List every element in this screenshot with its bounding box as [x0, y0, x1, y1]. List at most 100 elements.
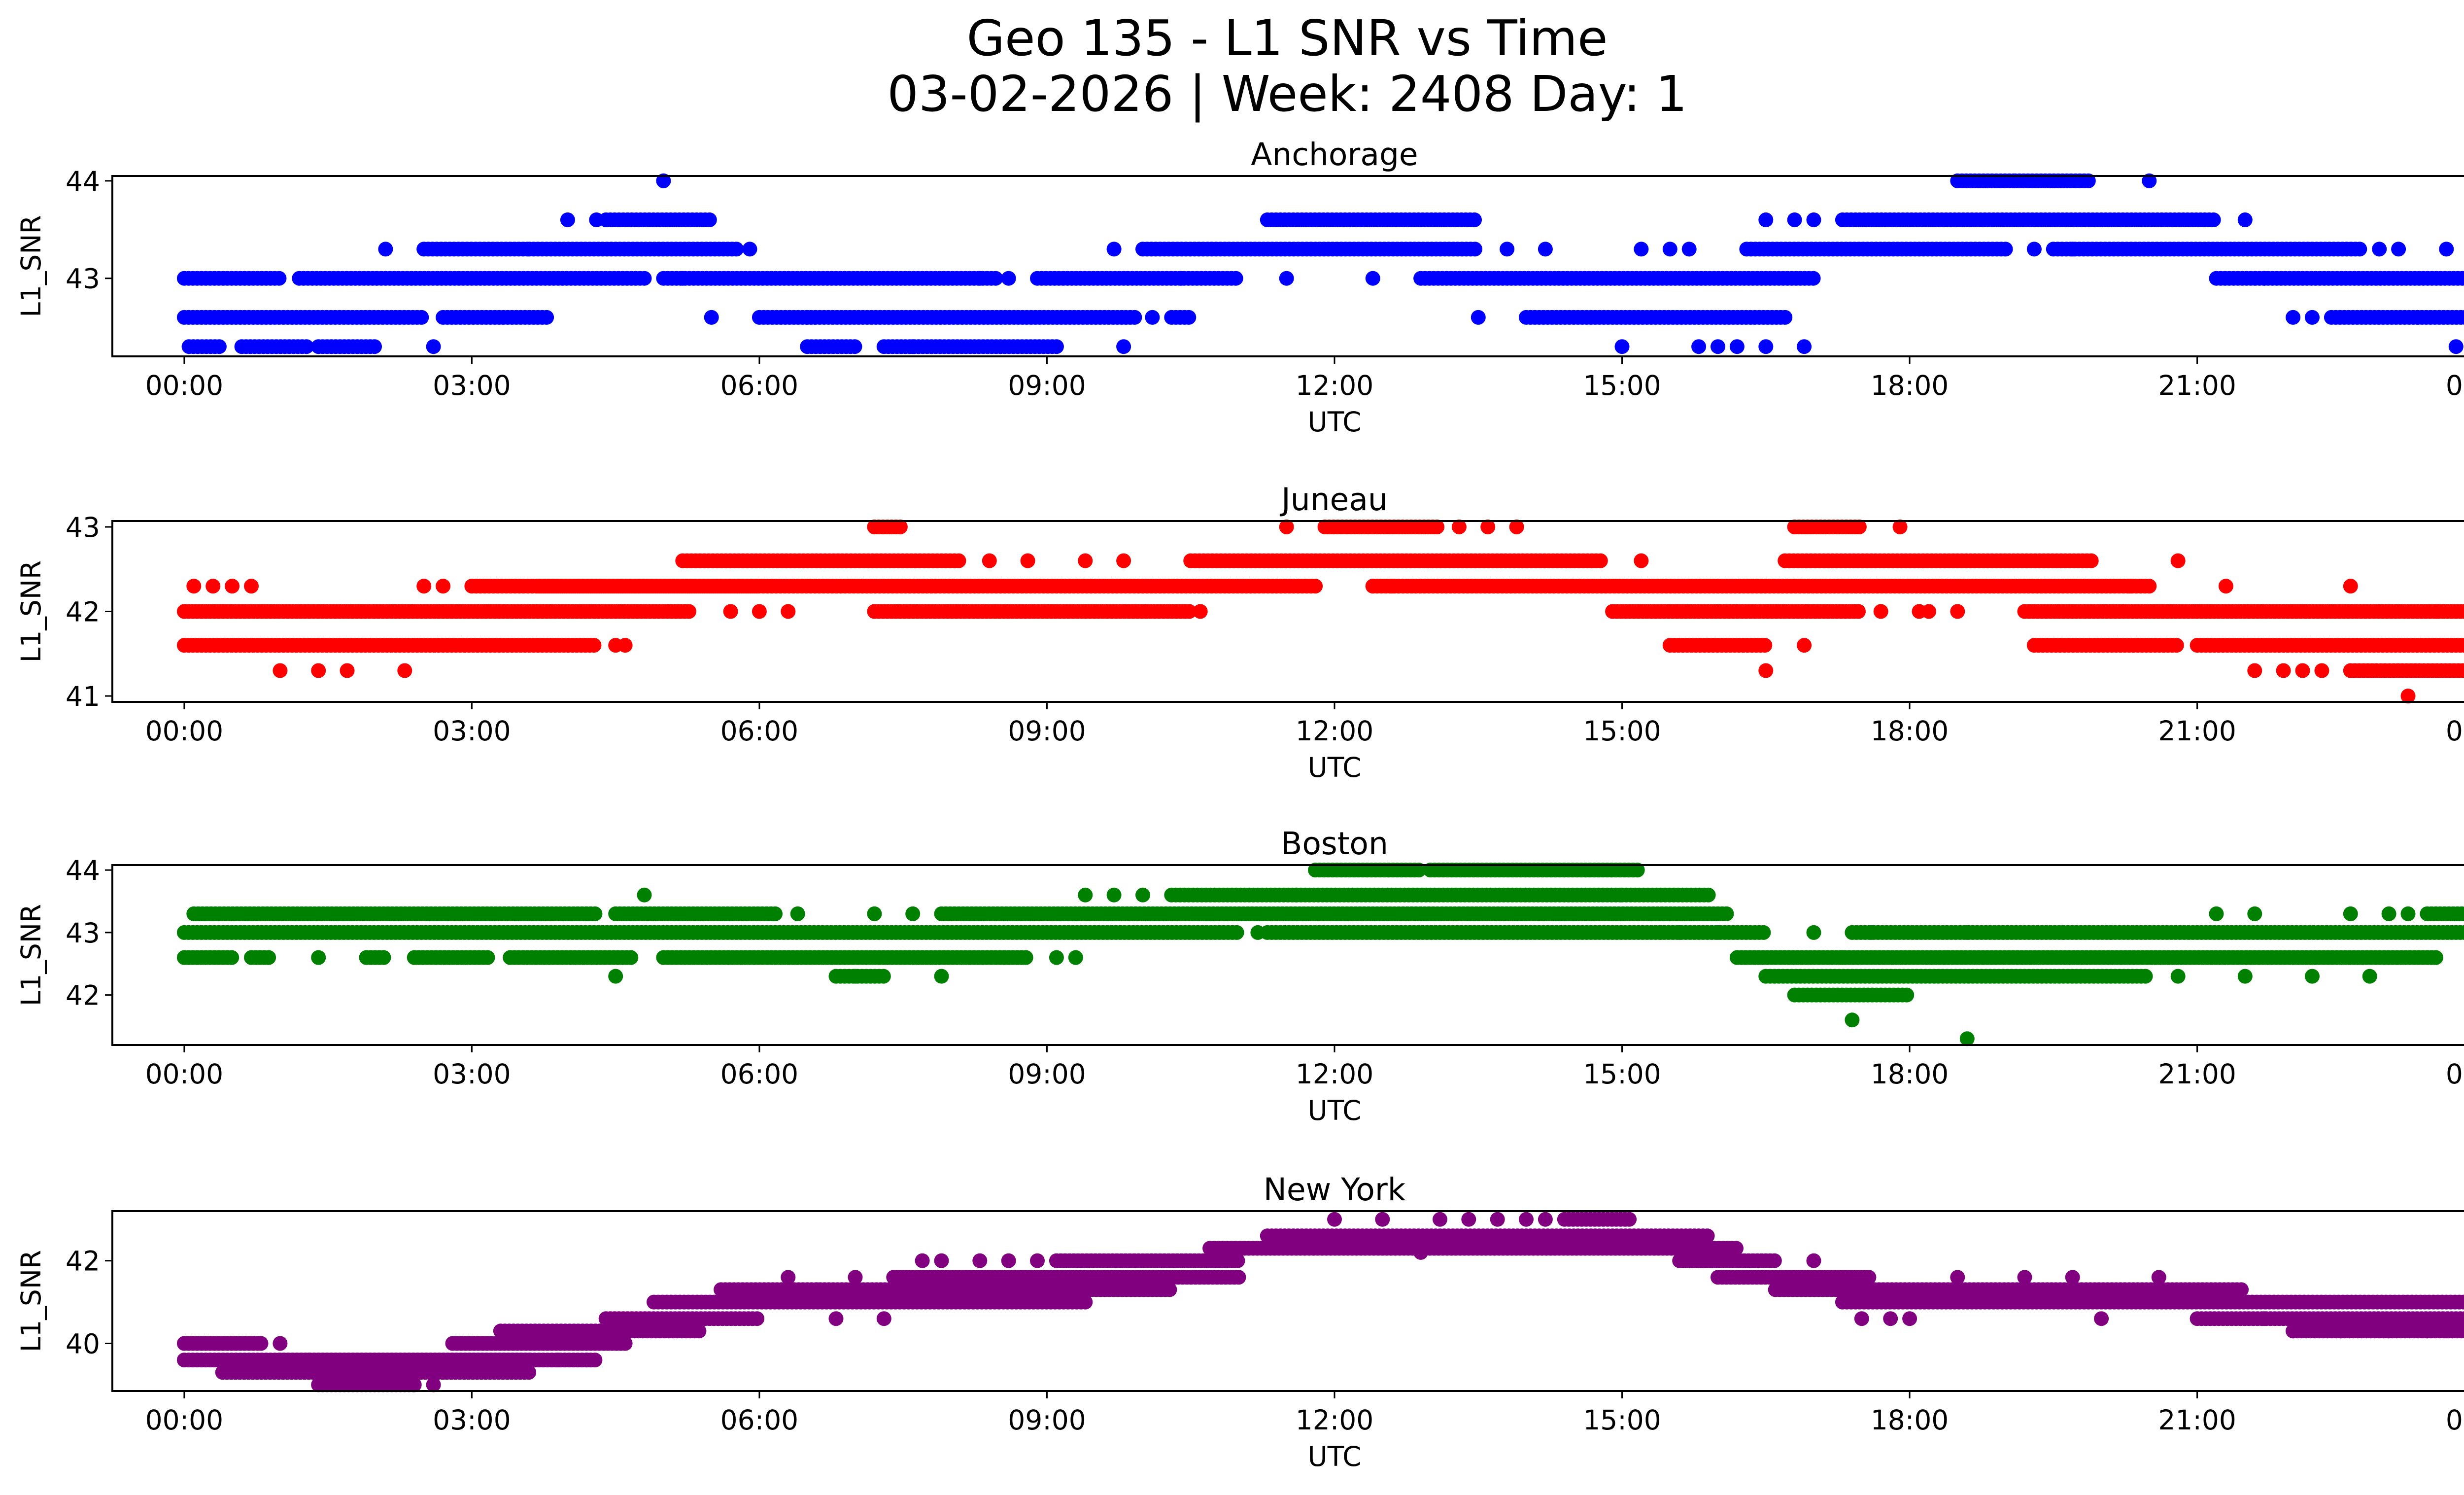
- subplot-title: Anchorage: [1251, 137, 1418, 173]
- data-point: [2122, 579, 2138, 594]
- data-point: [2314, 663, 2329, 678]
- data-point: [205, 579, 221, 594]
- data-point: [1672, 925, 1687, 940]
- x-axis-label: UTC: [1307, 406, 1361, 438]
- data-point: [1430, 520, 1445, 534]
- x-tick-label: 21:00: [2158, 715, 2236, 747]
- data-point: [436, 579, 451, 594]
- data-point: [426, 339, 441, 354]
- data-point: [2081, 173, 2096, 188]
- y-tick-label: 43: [66, 263, 100, 295]
- data-point: [244, 579, 259, 594]
- data-point: [2237, 212, 2253, 227]
- data-point: [1411, 863, 1427, 878]
- data-point: [2343, 579, 2358, 594]
- data-point: [1365, 271, 1380, 286]
- data-point: [560, 212, 575, 227]
- data-point: [1049, 950, 1064, 965]
- y-tick-label: 42: [66, 596, 100, 628]
- data-point: [1182, 604, 1197, 619]
- data-point: [1959, 1031, 1975, 1046]
- data-point: [1020, 553, 1035, 568]
- data-point: [867, 906, 882, 921]
- data-point: [617, 1336, 633, 1351]
- x-tick-label: 06:00: [720, 1058, 799, 1090]
- data-point: [2410, 310, 2425, 325]
- x-tick-label: 00:00: [145, 1058, 224, 1090]
- data-point: [637, 887, 652, 903]
- data-point: [299, 339, 314, 354]
- data-point: [1851, 604, 1866, 619]
- data-point: [691, 1323, 707, 1339]
- data-point: [1729, 339, 1745, 354]
- data-point: [2400, 689, 2416, 703]
- data-point: [2457, 1311, 2464, 1326]
- x-axis-label: UTC: [1307, 752, 1361, 783]
- x-tick-label: 06:00: [720, 370, 799, 401]
- data-point: [1078, 887, 1093, 903]
- data-point: [2439, 242, 2454, 257]
- data-point: [2459, 906, 2464, 921]
- data-point: [2305, 969, 2320, 984]
- data-point: [2084, 553, 2099, 568]
- data-points: [176, 863, 2464, 1046]
- data-point: [480, 950, 495, 965]
- data-point: [723, 604, 738, 619]
- data-point: [2352, 242, 2367, 257]
- data-point: [2142, 173, 2157, 188]
- data-points: [176, 1212, 2464, 1392]
- data-point: [2218, 579, 2233, 594]
- data-point: [2448, 339, 2464, 354]
- data-points: [176, 173, 2464, 354]
- data-point: [1116, 339, 1131, 354]
- data-point: [752, 604, 767, 619]
- data-point: [1538, 242, 1553, 257]
- data-point: [2286, 310, 2301, 325]
- data-point: [656, 173, 671, 188]
- data-point: [1049, 339, 1064, 354]
- data-point: [982, 553, 997, 568]
- data-point: [521, 1365, 537, 1380]
- data-point: [2026, 242, 2042, 257]
- data-point: [2457, 925, 2464, 940]
- x-tick-label: 00:00: [2446, 370, 2464, 401]
- data-point: [414, 310, 429, 325]
- data-point: [1998, 242, 2013, 257]
- data-point: [1797, 339, 1812, 354]
- data-point: [1806, 925, 1821, 940]
- x-tick-label: 06:00: [720, 715, 799, 747]
- data-point: [905, 906, 921, 921]
- data-point: [623, 950, 639, 965]
- data-point: [2459, 271, 2464, 285]
- x-tick-label: 09:00: [1008, 1058, 1086, 1090]
- data-point: [1864, 925, 1879, 940]
- data-point: [1653, 925, 1668, 940]
- x-tick-label: 15:00: [1583, 715, 1661, 747]
- data-point: [702, 212, 717, 227]
- data-point: [1228, 271, 1243, 286]
- data-point: [367, 339, 382, 354]
- subplot-title: New York: [1264, 1172, 1406, 1208]
- data-point: [1250, 925, 1266, 940]
- y-tick-label: 43: [66, 512, 100, 543]
- data-point: [2462, 312, 2464, 323]
- x-tick-label: 12:00: [1296, 715, 1374, 747]
- data-point: [2247, 663, 2262, 678]
- data-point: [1467, 212, 1482, 227]
- data-point: [1701, 887, 1716, 903]
- x-tick-label: 15:00: [1583, 1058, 1661, 1090]
- x-tick-label: 21:00: [2158, 1058, 2236, 1090]
- data-point: [1806, 212, 1821, 227]
- data-point: [2429, 604, 2444, 619]
- data-point: [2458, 310, 2464, 325]
- x-tick-label: 09:00: [1008, 715, 1086, 747]
- data-point: [1279, 520, 1294, 534]
- data-point: [1778, 310, 1793, 325]
- data-point: [617, 638, 633, 653]
- data-point: [608, 969, 623, 984]
- data-point: [340, 663, 355, 678]
- data-points: [176, 520, 2464, 703]
- data-point: [211, 339, 227, 354]
